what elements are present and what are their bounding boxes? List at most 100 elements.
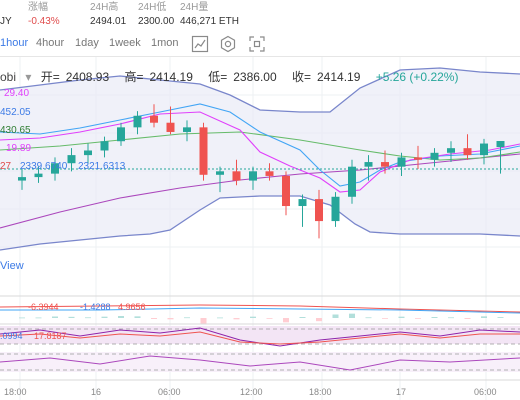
kdj-band: [0, 352, 520, 372]
candle-body[interactable]: [232, 171, 241, 181]
bollinger-lower-line: [0, 195, 520, 251]
timeframe-1hour[interactable]: 1hour: [0, 37, 29, 49]
candle-body[interactable]: [282, 175, 290, 207]
macd-histogram-bar: [382, 318, 388, 319]
macd-histogram-bar: [398, 316, 405, 318]
chart-toolbar: 1hour 4hour 1day 1week 1mon: [0, 32, 520, 57]
macd-histogram-bar: [118, 316, 124, 318]
candle-body[interactable]: [463, 148, 472, 156]
candle-body[interactable]: [166, 122, 175, 132]
row-c-value: 2321.6313: [78, 161, 126, 172]
macd-histogram-bar: [497, 317, 504, 318]
candle-body[interactable]: [447, 148, 455, 153]
stat-change: 涨幅 -0.43%: [28, 2, 60, 28]
x-tick-4: 12:00: [240, 387, 263, 397]
x-tick-1: 18:00: [4, 387, 27, 397]
macd-histogram-bar: [85, 317, 91, 319]
candle-body[interactable]: [480, 143, 488, 156]
rsi-value-1: .0994: [0, 331, 23, 341]
stat-volume: 24H量 446,271 ETH: [180, 2, 239, 28]
macd-histogram-bar: [200, 318, 207, 324]
settings-icon[interactable]: [219, 35, 237, 53]
macd-histogram-bar: [217, 317, 223, 319]
candle-body[interactable]: [117, 127, 125, 142]
candle-body[interactable]: [298, 199, 307, 207]
candlestick-chart[interactable]: [0, 57, 520, 400]
ma-mid-line: [0, 131, 520, 161]
macd-histogram-bar: [184, 317, 190, 319]
stat-volume-value: 446,271 ETH: [180, 16, 239, 27]
macd-histogram-bar: [448, 317, 454, 319]
line-chart-icon[interactable]: [191, 35, 209, 53]
candle-body[interactable]: [183, 127, 191, 132]
x-tick-7: 06:00: [474, 387, 497, 397]
candle-body[interactable]: [150, 115, 158, 123]
candle-body[interactable]: [496, 141, 505, 148]
timeframe-1mon[interactable]: 1mon: [151, 37, 179, 49]
view-link[interactable]: View: [0, 260, 24, 272]
macd-dea-line: [0, 307, 520, 314]
macd-histogram-bar: [35, 317, 42, 319]
stat-high: 24H高 2494.01: [90, 2, 126, 28]
macd-histogram-bar: [266, 318, 273, 319]
macd-histogram-bar: [431, 317, 438, 318]
data-source-label: obi: [0, 70, 17, 84]
stat-change-value: -0.43%: [28, 16, 60, 27]
candle-body[interactable]: [265, 171, 274, 176]
legend-change: +5.26 (+0.22%): [375, 70, 459, 84]
macd-dif-line: [0, 304, 520, 313]
candle-body[interactable]: [249, 171, 257, 181]
stat-low: 24H低 2300.00: [138, 2, 174, 28]
candle-body[interactable]: [67, 155, 76, 164]
market-stats-bar: JY 涨幅 -0.43% 24H高 2494.01 24H低 2300.00 2…: [0, 0, 520, 32]
candle-body[interactable]: [199, 127, 208, 175]
candle-body[interactable]: [331, 196, 340, 222]
stat-low-value: 2300.00: [138, 16, 175, 27]
candle-body[interactable]: [133, 115, 142, 128]
timeframe-4hour[interactable]: 4hour: [36, 37, 65, 49]
macd-histogram-bar: [283, 318, 289, 323]
timeframe-1day[interactable]: 1day: [75, 37, 99, 49]
candle-body[interactable]: [430, 152, 439, 160]
candle-body[interactable]: [216, 171, 224, 175]
row-b-value: 2339.6740: [20, 161, 68, 172]
macd-histogram-bar: [250, 316, 256, 318]
stat-low-label: 24H低: [138, 2, 167, 13]
candle-body[interactable]: [84, 150, 92, 156]
pair-stub-value: JY: [0, 16, 12, 27]
macd-dif-value: -6.3944: [28, 302, 59, 312]
x-tick-6: 17: [396, 387, 407, 397]
macd-histogram-bar: [167, 318, 174, 320]
macd-histogram-bar: [349, 313, 355, 318]
ma2-value: 430.65: [0, 125, 31, 136]
macd-histogram-bar: [52, 316, 58, 318]
candle-body[interactable]: [364, 162, 373, 167]
candle-body[interactable]: [348, 166, 356, 197]
macd-dea-value: -1.4288: [80, 302, 111, 312]
candle-body[interactable]: [381, 162, 389, 167]
fullscreen-icon[interactable]: [248, 35, 266, 53]
candle-body[interactable]: [414, 157, 422, 160]
timeframe-1week[interactable]: 1week: [109, 37, 141, 49]
macd-histogram-bar: [19, 317, 25, 319]
x-tick-3: 06:00: [158, 387, 181, 397]
macd-histogram-bar: [151, 318, 157, 319]
ma1-value: 452.05: [0, 107, 31, 118]
candle-body[interactable]: [397, 157, 406, 167]
boll-upper-value: 29.40: [4, 88, 30, 99]
candle-body[interactable]: [51, 163, 59, 174]
macd-histogram-bar: [464, 318, 471, 319]
candle-body[interactable]: [18, 177, 26, 181]
row-a-value: 27: [0, 161, 12, 172]
candle-body[interactable]: [34, 173, 43, 178]
macd-hist-value: 4.9656: [118, 302, 146, 312]
macd-histogram-bar: [332, 314, 339, 318]
candle-body[interactable]: [315, 199, 323, 222]
bollinger-upper-line: [0, 67, 520, 113]
candle-body[interactable]: [100, 141, 109, 151]
legend-open: 开= 2408.93: [40, 70, 110, 84]
stat-high-label: 24H高: [90, 2, 119, 13]
legend-dropdown-icon[interactable]: ▾: [25, 70, 32, 84]
macd-histogram-bar: [415, 318, 421, 319]
legend-low: 低= 2386.00: [208, 70, 277, 84]
